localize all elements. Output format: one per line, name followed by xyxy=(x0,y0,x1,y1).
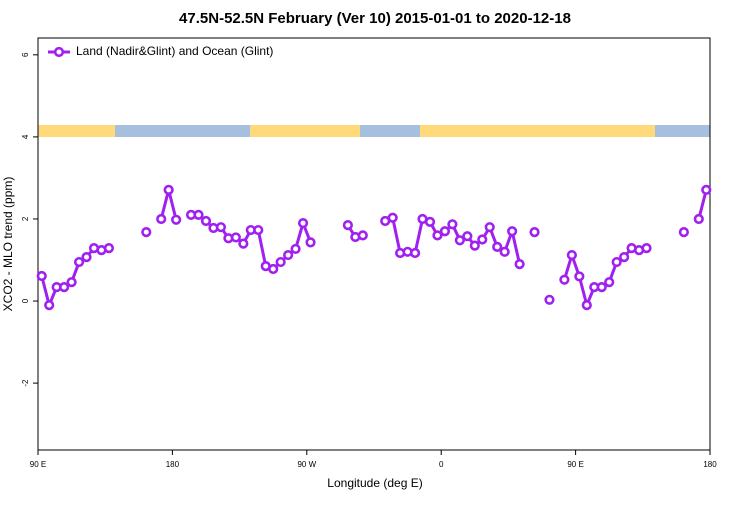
point xyxy=(454,235,465,246)
point xyxy=(439,226,451,237)
x-tick-label: 90 E xyxy=(30,460,46,469)
point xyxy=(596,281,607,293)
point xyxy=(499,246,510,257)
point xyxy=(701,184,712,195)
x-tick-label: 0 xyxy=(439,460,444,469)
point xyxy=(268,263,279,275)
y-tick-label: 4 xyxy=(21,134,30,139)
x-tick-label: 180 xyxy=(703,460,717,469)
y-tick-label: 6 xyxy=(21,52,30,57)
point xyxy=(36,270,47,282)
point xyxy=(290,243,301,255)
y-tick-label: 2 xyxy=(21,216,30,221)
point xyxy=(342,220,353,231)
point xyxy=(275,256,286,268)
point xyxy=(611,256,622,268)
ocean xyxy=(655,125,710,137)
point xyxy=(163,184,174,195)
point xyxy=(73,256,85,268)
point xyxy=(283,249,294,261)
x-tick-label: 90 E xyxy=(567,460,583,469)
point xyxy=(574,271,585,282)
point xyxy=(544,294,555,305)
point xyxy=(604,277,615,288)
point xyxy=(469,240,480,251)
point xyxy=(81,252,92,263)
point xyxy=(678,226,689,238)
y-axis-label: XCO2 - MLO trend (ppm) xyxy=(1,177,15,312)
point xyxy=(424,216,436,227)
land-ocean-strip xyxy=(38,125,710,137)
point xyxy=(462,231,473,242)
point xyxy=(253,224,264,236)
point xyxy=(156,213,167,225)
x-tick-label: 180 xyxy=(166,460,180,469)
point xyxy=(507,226,518,237)
point xyxy=(141,226,152,238)
point xyxy=(432,230,443,241)
ocean xyxy=(360,125,420,137)
point xyxy=(484,222,495,233)
point xyxy=(103,243,115,254)
y-tick-label: -2 xyxy=(21,379,30,387)
point xyxy=(387,212,398,223)
point xyxy=(514,259,525,270)
y-tick-label: 0 xyxy=(21,298,30,303)
point xyxy=(66,277,77,288)
point xyxy=(529,226,540,238)
point xyxy=(619,252,630,263)
point xyxy=(492,241,503,252)
point xyxy=(200,215,212,227)
legend-marker xyxy=(53,46,65,58)
legend-label: Land (Nadir&Glint) and Ocean (Glint) xyxy=(76,44,273,58)
point xyxy=(409,247,421,259)
point xyxy=(59,281,70,293)
land xyxy=(38,125,115,137)
point xyxy=(693,213,704,225)
chart-title: 47.5N-52.5N February (Ver 10) 2015-01-01… xyxy=(179,10,571,27)
point xyxy=(581,300,592,311)
x-tick-label: 90 W xyxy=(297,460,316,469)
point xyxy=(238,238,249,249)
point xyxy=(477,234,488,245)
x-axis-label: Longitude (deg E) xyxy=(327,476,422,490)
point xyxy=(447,219,458,230)
plot-frame xyxy=(37,37,711,451)
land xyxy=(420,125,655,137)
point xyxy=(230,232,241,243)
point xyxy=(215,222,227,233)
point xyxy=(193,209,204,220)
point xyxy=(44,300,55,311)
land xyxy=(250,125,360,137)
point xyxy=(559,274,570,285)
point xyxy=(566,249,577,261)
ocean xyxy=(115,125,250,137)
point xyxy=(297,217,309,229)
series-line xyxy=(40,246,110,307)
point xyxy=(357,230,368,241)
point xyxy=(171,214,182,225)
point xyxy=(641,243,652,254)
point xyxy=(305,237,316,248)
